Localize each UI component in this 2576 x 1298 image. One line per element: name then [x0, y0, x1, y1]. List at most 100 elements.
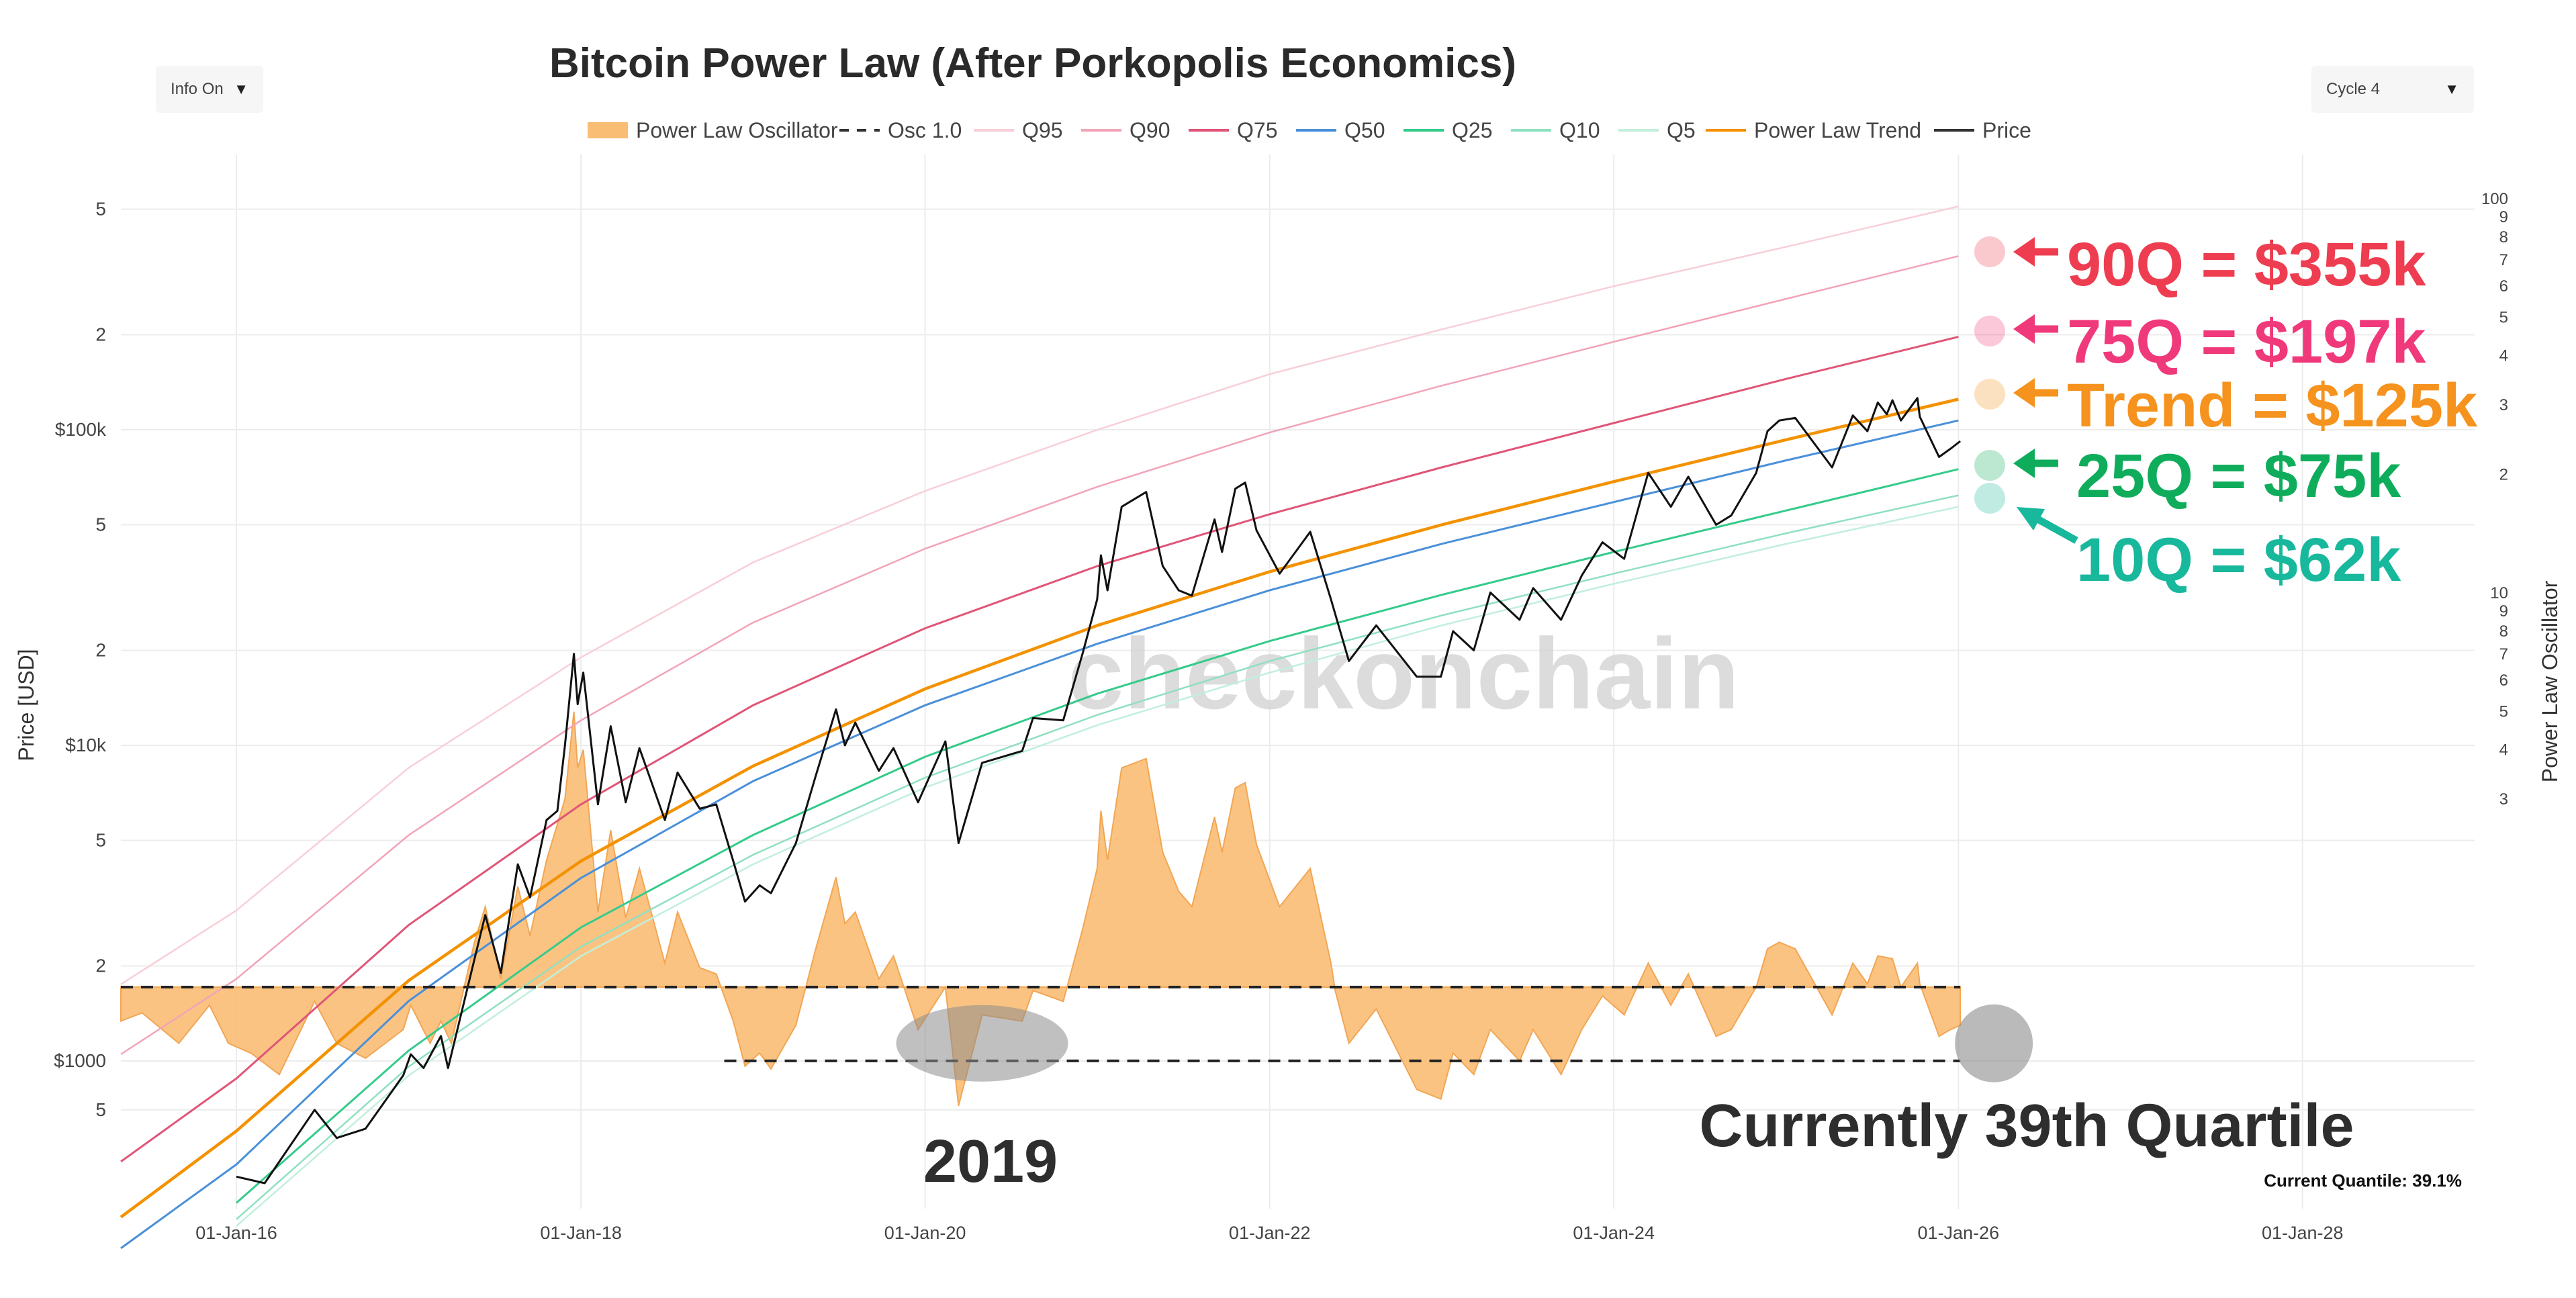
info-toggle-dropdown[interactable]: Info On ▼	[156, 66, 263, 113]
annotation-current-quartile: Currently 39th Quartile	[1699, 1093, 2354, 1160]
series-line-q50	[120, 419, 1959, 1250]
callout-label: Trend = $125k	[2067, 371, 2478, 440]
legend-item-q95: Q95	[974, 118, 1062, 142]
legend-label: Price	[1982, 118, 2031, 142]
y-tick-label: 2	[95, 640, 106, 661]
x-tick-label: 01-Jan-24	[1573, 1223, 1655, 1243]
y2-tick-label: 5	[2499, 309, 2508, 327]
series-line-q95	[120, 205, 1959, 985]
y-tick-label: 5	[95, 198, 106, 219]
y-tick-label: 2	[95, 324, 106, 345]
y2-tick-label: 6	[2499, 671, 2508, 690]
legend-swatch	[588, 122, 628, 138]
y2-tick-label: 4	[2499, 741, 2508, 759]
series-line-price	[236, 397, 1962, 1185]
y-axis-label: Price [USD]	[14, 649, 38, 761]
series-line-power-law-trend	[120, 398, 1959, 1219]
series-line-q25	[236, 468, 1959, 1204]
legend-label: Power Law Oscillator	[636, 118, 838, 142]
callout-q75: 75Q = $197k	[1974, 308, 2426, 376]
chart-title: Bitcoin Power Law (After Porkopolis Econ…	[549, 40, 1516, 87]
y2-tick-label: 5	[2499, 703, 2508, 721]
y2-tick-label: 9	[2499, 602, 2508, 620]
callout-label: 90Q = $355k	[2067, 230, 2426, 299]
callout-power-law-trend: Trend = $125k	[1974, 371, 2478, 440]
callout-dot	[1974, 236, 2005, 267]
y2-tick-label: 3	[2499, 396, 2508, 414]
highlight-circle-current	[1955, 1004, 2033, 1082]
callout-label: 25Q = $75k	[2076, 442, 2401, 510]
axes: 01-Jan-16 01-Jan-18 01-Jan-20 01-Jan-22 01-J…	[54, 190, 2508, 1243]
y-tick-label: 5	[95, 1099, 106, 1120]
y2-tick-label: 4	[2499, 347, 2508, 365]
quantile-lines	[120, 205, 1959, 1250]
series-line-q5	[236, 506, 1959, 1227]
y2-tick-label: 2	[2499, 465, 2508, 483]
y2-axis-label: Power Law Oscillator	[2538, 580, 2562, 782]
x-tick-label: 01-Jan-28	[2262, 1223, 2344, 1243]
x-tick-label: 01-Jan-16	[195, 1223, 277, 1243]
legend-item-q90: Q90	[1081, 118, 1170, 142]
legend-item-q5: Q5	[1618, 118, 1696, 142]
legend-label: Q25	[1452, 118, 1492, 142]
arrow-head-icon	[2013, 449, 2035, 478]
caret-down-icon: ▼	[2444, 81, 2459, 97]
legend-item-osc-1-0: Osc 1.0	[839, 118, 962, 142]
legend-item-q50: Q50	[1296, 118, 1385, 142]
callout-dot	[1974, 379, 2005, 410]
legend-item-q25: Q25	[1404, 118, 1492, 142]
watermark: checkonchain	[1068, 617, 1739, 730]
highlight-shapes	[896, 1004, 2033, 1082]
callout-dot	[1974, 316, 2005, 346]
caret-down-icon: ▼	[234, 81, 248, 97]
info-toggle-value: Info On	[171, 80, 224, 98]
x-tick-label: 01-Jan-18	[540, 1223, 622, 1243]
y2-tick-label: 6	[2499, 277, 2508, 295]
y2-tick-label: 8	[2499, 228, 2508, 246]
price-line	[236, 397, 1962, 1185]
legend-label: Q95	[1022, 118, 1062, 142]
x-tick-label: 01-Jan-26	[1918, 1223, 2000, 1243]
legend[interactable]: Power Law Oscillator Osc 1.0 Q95 Q90 Q75 Q50 Q…	[588, 118, 2031, 142]
x-tick-label: 01-Jan-22	[1229, 1223, 1311, 1243]
legend-item-q75: Q75	[1189, 118, 1277, 142]
legend-label: Q5	[1667, 118, 1696, 142]
arrow-head-icon	[2013, 314, 2035, 344]
y2-tick-label: 9	[2499, 208, 2508, 226]
y-tick-label: $1000	[54, 1050, 106, 1071]
arrow-head-icon	[2013, 237, 2035, 267]
y2-tick-label: 7	[2499, 645, 2508, 663]
y2-tick-label: 3	[2499, 790, 2508, 808]
series-line-q10	[236, 494, 1959, 1220]
callout-label: 10Q = $62k	[2076, 526, 2401, 594]
annotation-2019: 2019	[923, 1128, 1058, 1195]
legend-label: Q10	[1559, 118, 1600, 142]
y2-tick-label: 7	[2499, 251, 2508, 269]
y2-tick-label: 100	[2481, 190, 2508, 208]
arrow-head-icon	[2017, 507, 2045, 530]
arrow-head-icon	[2013, 378, 2035, 408]
callout-dot	[1974, 450, 2005, 481]
y-tick-label: 2	[95, 956, 106, 976]
legend-label: Osc 1.0	[888, 118, 962, 142]
y-tick-label: $10k	[65, 735, 107, 755]
y-tick-label: 5	[95, 829, 106, 850]
callout-q90: 90Q = $355k	[1974, 230, 2426, 299]
callout-q10: 10Q = $62k	[1974, 483, 2401, 594]
y2-tick-label: 10	[2490, 584, 2508, 602]
callout-dot	[1974, 483, 2005, 514]
highlight-ellipse-2019	[896, 1005, 1068, 1082]
current-quantile-readout: Current Quantile: 39.1%	[2264, 1170, 2462, 1191]
legend-label: Q90	[1130, 118, 1170, 142]
cycle-select-value: Cycle 4	[2326, 80, 2381, 98]
y-tick-label: $100k	[55, 419, 107, 440]
legend-label: Q75	[1237, 118, 1277, 142]
callout-q25: 25Q = $75k	[1974, 442, 2401, 510]
legend-item-power-law-oscillator: Power Law Oscillator	[588, 118, 838, 142]
legend-label: Power Law Trend	[1754, 118, 1921, 142]
cycle-select-dropdown[interactable]: Cycle 4 ▼	[2311, 66, 2474, 113]
series-line-q90	[120, 255, 1959, 1056]
